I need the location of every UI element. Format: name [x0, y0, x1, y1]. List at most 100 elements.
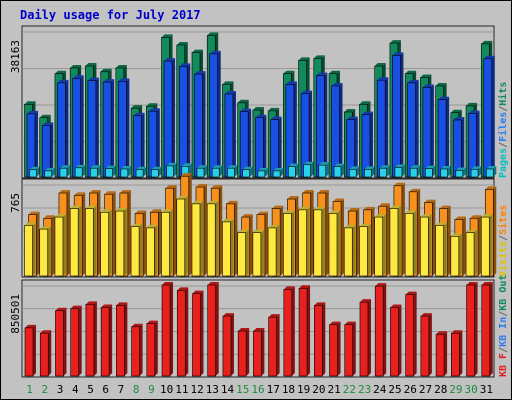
- bar-visits-day-2: [39, 228, 49, 277]
- bar-sites-day-15-side: [249, 214, 253, 276]
- bar-visits-day-10-side: [169, 209, 173, 276]
- bar-files-day-10-top: [164, 58, 176, 62]
- bar-sites-day-11-top: [180, 173, 192, 177]
- bar-pages-day-3-top: [59, 165, 70, 169]
- bar-kb-f-day-6-top: [101, 304, 113, 308]
- bar-pages-day-15-top: [242, 166, 253, 170]
- bar-pages-day-3-side: [66, 165, 70, 177]
- bar-hits-day-13-top: [207, 32, 219, 36]
- bar-files-day-3-top: [57, 79, 69, 83]
- bar-visits-day-7: [115, 210, 125, 277]
- legend-entry: Hits: [497, 82, 509, 106]
- bar-files-day-4-side: [80, 75, 84, 177]
- bar-files-day-8-side: [141, 112, 145, 177]
- bar-hits-day-16-top: [252, 107, 264, 111]
- bar-pages-day-17: [272, 170, 281, 178]
- bar-pages-day-23-side: [371, 166, 375, 177]
- bar-files-day-4: [72, 77, 81, 178]
- legend-entry: Sites: [497, 205, 509, 235]
- bar-kb-f-day-22-side: [352, 321, 356, 376]
- bar-pages-day-17-top: [273, 167, 284, 171]
- bar-visits-day-5-side: [93, 205, 97, 276]
- bar-hits-day-5-top: [85, 63, 97, 67]
- bar-visits-day-12-top: [191, 200, 203, 204]
- bar-kb-f-day-10-top: [162, 282, 174, 285]
- bar-kb-f-day-7-top: [116, 302, 128, 306]
- bar-files-day-25: [392, 55, 401, 178]
- bar-pages-day-1-side: [36, 166, 40, 177]
- bar-visits-day-17: [267, 227, 277, 277]
- bar-visits-day-8: [130, 226, 140, 277]
- bar-kb-f-day-11: [176, 290, 186, 377]
- day-label-28: 28: [434, 383, 447, 396]
- bar-kb-f-day-12: [192, 293, 201, 377]
- day-label-9: 9: [148, 383, 155, 396]
- bar-hits-day-3-top: [54, 70, 66, 74]
- bar-files-day-19-top: [301, 90, 313, 94]
- bar-sites-day-5-side: [97, 190, 101, 276]
- bar-files-day-7-top: [118, 78, 130, 82]
- bar-kb-f-day-9: [146, 323, 156, 377]
- bar-sites-day-30-top: [470, 215, 482, 219]
- bar-pages-day-14-side: [234, 165, 238, 177]
- bar-kb-f-day-19-side: [307, 285, 311, 376]
- bar-files-day-27: [422, 87, 432, 178]
- bar-pages-day-22: [348, 169, 357, 178]
- bar-files-day-22-top: [346, 116, 358, 120]
- bar-pages-day-18: [288, 166, 296, 178]
- bar-hits-day-22-top: [344, 108, 356, 112]
- day-label-24: 24: [373, 383, 387, 396]
- bar-files-day-23-top: [361, 111, 373, 115]
- bar-pages-day-4-side: [82, 164, 86, 177]
- bar-files-day-11-side: [187, 63, 191, 178]
- bar-kb-f-day-14-top: [222, 313, 234, 317]
- bar-pages-day-10-side: [173, 162, 177, 177]
- bar-visits-day-13-side: [215, 200, 219, 276]
- bar-hits-day-15-top: [237, 99, 249, 103]
- bar-pages-day-22-top: [349, 166, 360, 170]
- bar-visits-day-23-top: [359, 223, 371, 227]
- bar-files-day-21-top: [331, 82, 343, 86]
- bar-kb-f-day-18-top: [283, 286, 295, 290]
- bar-sites-day-4-side: [82, 192, 86, 276]
- bar-hits-day-19-top: [298, 57, 310, 61]
- bar-files-day-26: [407, 82, 416, 178]
- day-label-16: 16: [251, 383, 264, 396]
- bar-visits-day-12: [191, 203, 201, 277]
- bar-kb-f-day-28-side: [444, 331, 448, 376]
- bar-kb-f-day-24: [374, 285, 384, 377]
- bar-files-day-14-side: [232, 90, 236, 177]
- bar-files-day-29-side: [461, 116, 465, 177]
- bar-pages-day-24-top: [379, 165, 390, 169]
- bar-kb-f-day-2: [39, 332, 49, 377]
- bar-files-day-26-side: [415, 79, 419, 177]
- bar-pages-day-1-top: [29, 166, 40, 170]
- bar-visits-day-12-side: [199, 200, 203, 276]
- bar-pages-day-23-top: [364, 166, 375, 170]
- bar-sites-day-28-top: [439, 205, 451, 209]
- bar-hits-day-2-top: [39, 114, 51, 118]
- legend-entry: Visits: [497, 241, 509, 277]
- bar-files-day-25-side: [400, 52, 404, 178]
- bar-hits-day-21-top: [329, 70, 341, 74]
- bar-files-day-18: [285, 84, 295, 178]
- bar-visits-day-5-top: [85, 205, 97, 209]
- bar-sites-day-6-top: [104, 191, 116, 195]
- bar-hits-day-20-top: [313, 55, 325, 59]
- bar-sites-day-13-top: [211, 185, 223, 189]
- bar-pages-day-1: [29, 169, 37, 178]
- bar-hits-day-10-top: [161, 34, 173, 38]
- bar-hits-day-9-top: [146, 103, 158, 107]
- bar-pages-day-27: [425, 168, 433, 178]
- bar-sites-day-28-side: [447, 205, 451, 276]
- bar-sites-day-9-side: [158, 209, 162, 276]
- bar-pages-day-30-side: [478, 166, 482, 177]
- bar-pages-day-13-side: [219, 165, 223, 177]
- legend-entry: Pages: [498, 148, 509, 178]
- bar-visits-day-27-side: [428, 214, 432, 276]
- panel-1-max-label: 38163: [9, 40, 22, 73]
- bar-files-day-18-top: [285, 81, 297, 85]
- bar-kb-f-day-23-side: [367, 299, 371, 376]
- bar-kb-f-day-8: [131, 326, 140, 377]
